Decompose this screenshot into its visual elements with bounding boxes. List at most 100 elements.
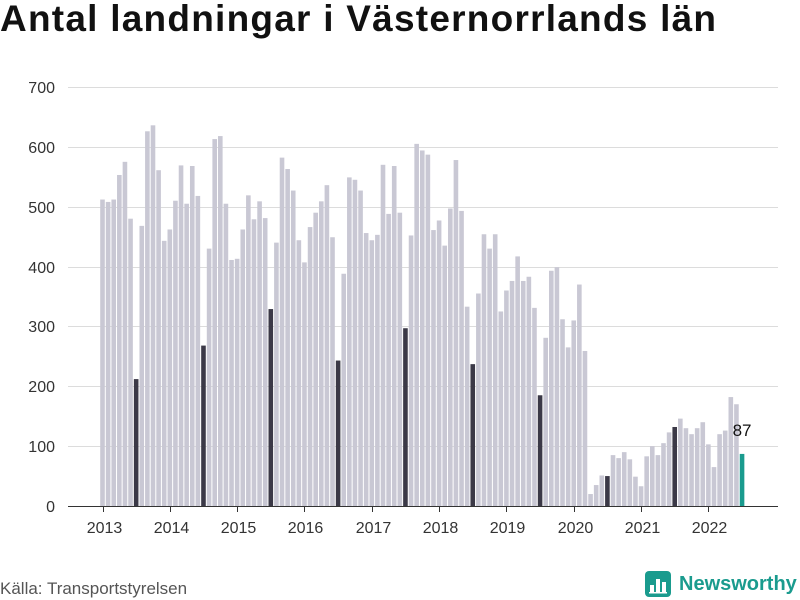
y-tick-label: 700 (28, 80, 55, 97)
bar (616, 458, 621, 506)
bar (117, 174, 122, 507)
logo-icon-bar (650, 585, 654, 592)
bar (290, 190, 296, 507)
source-note: Källa: Transportstyrelsen (0, 579, 187, 598)
bar (251, 219, 257, 506)
bar (195, 195, 201, 506)
y-axis-labels: 0 100 200 300 400 500 600 700 (28, 80, 55, 516)
bar (363, 233, 369, 507)
bar (397, 212, 403, 506)
bar (543, 337, 548, 506)
logo-icon-baseline (649, 592, 667, 594)
bar-highlight (537, 395, 543, 506)
bar (341, 273, 347, 506)
bar (229, 259, 234, 506)
bar (610, 455, 616, 506)
bar (666, 432, 672, 506)
bar (375, 234, 380, 506)
bar (515, 256, 520, 506)
bar (504, 290, 509, 506)
bar-highlight (201, 345, 206, 506)
bar (105, 201, 111, 506)
bar (246, 195, 251, 506)
bar (717, 434, 722, 506)
x-tick-label: 2019 (490, 520, 526, 537)
bar (358, 190, 363, 507)
y-tick-label: 200 (28, 379, 55, 396)
bar (161, 240, 167, 506)
bar (683, 428, 689, 506)
bar (100, 199, 105, 506)
bar (234, 258, 240, 506)
bar (734, 404, 739, 506)
bar (481, 234, 487, 506)
bar (661, 443, 666, 506)
bar (408, 235, 414, 506)
bar-highlight (470, 364, 476, 506)
x-tick-label: 2014 (154, 520, 190, 537)
bar (173, 200, 178, 507)
bar (599, 475, 605, 506)
bar (414, 143, 419, 507)
bar (436, 220, 442, 507)
bar (167, 229, 173, 506)
bar (111, 199, 117, 506)
y-tick-label: 600 (28, 140, 55, 157)
bar (655, 455, 661, 506)
bar (257, 201, 262, 506)
bar (644, 456, 649, 506)
bar (189, 166, 195, 506)
bar (678, 418, 683, 506)
bar (431, 230, 436, 506)
x-tick-label: 2018 (423, 520, 459, 537)
bar (560, 319, 565, 506)
bar (274, 242, 279, 506)
bar (330, 237, 335, 507)
bar (150, 125, 156, 506)
bar (706, 444, 711, 506)
bar (262, 218, 268, 506)
data-label: 87 (733, 421, 752, 440)
bar (380, 164, 386, 506)
bar (145, 131, 150, 507)
x-tick-label: 2013 (87, 520, 123, 537)
bar-highlight (268, 309, 274, 506)
data-labels: 87 (733, 421, 752, 440)
bars (100, 125, 745, 507)
y-tick-label: 400 (28, 260, 55, 277)
chart-title: Antal landningar i Västernorrlands län (0, 0, 716, 39)
bar (386, 213, 391, 506)
brand-name: Newsworthy (679, 573, 798, 595)
bar (509, 280, 515, 506)
bar (627, 459, 633, 506)
bar (307, 227, 313, 506)
bar (582, 350, 588, 506)
bar (571, 320, 577, 506)
bar-chart-icon (645, 571, 671, 597)
x-tick-label: 2015 (221, 520, 257, 537)
bar (324, 185, 330, 507)
bar (313, 212, 318, 506)
bar (459, 210, 464, 506)
bar (565, 347, 571, 506)
x-tick-label: 2022 (692, 520, 728, 537)
bar (296, 240, 302, 507)
y-tick-label: 300 (28, 319, 55, 336)
bar (464, 306, 470, 506)
bar (369, 240, 375, 507)
bar (391, 166, 397, 506)
bar (178, 165, 184, 506)
bar (453, 160, 459, 506)
bar (425, 154, 431, 506)
bar (728, 397, 734, 506)
bar-latest (739, 453, 745, 506)
bar (532, 307, 537, 506)
bar-highlight (335, 360, 341, 506)
bar (442, 245, 448, 506)
bar (448, 208, 453, 506)
bar (638, 486, 644, 506)
bar (487, 248, 492, 507)
bar (520, 280, 526, 506)
